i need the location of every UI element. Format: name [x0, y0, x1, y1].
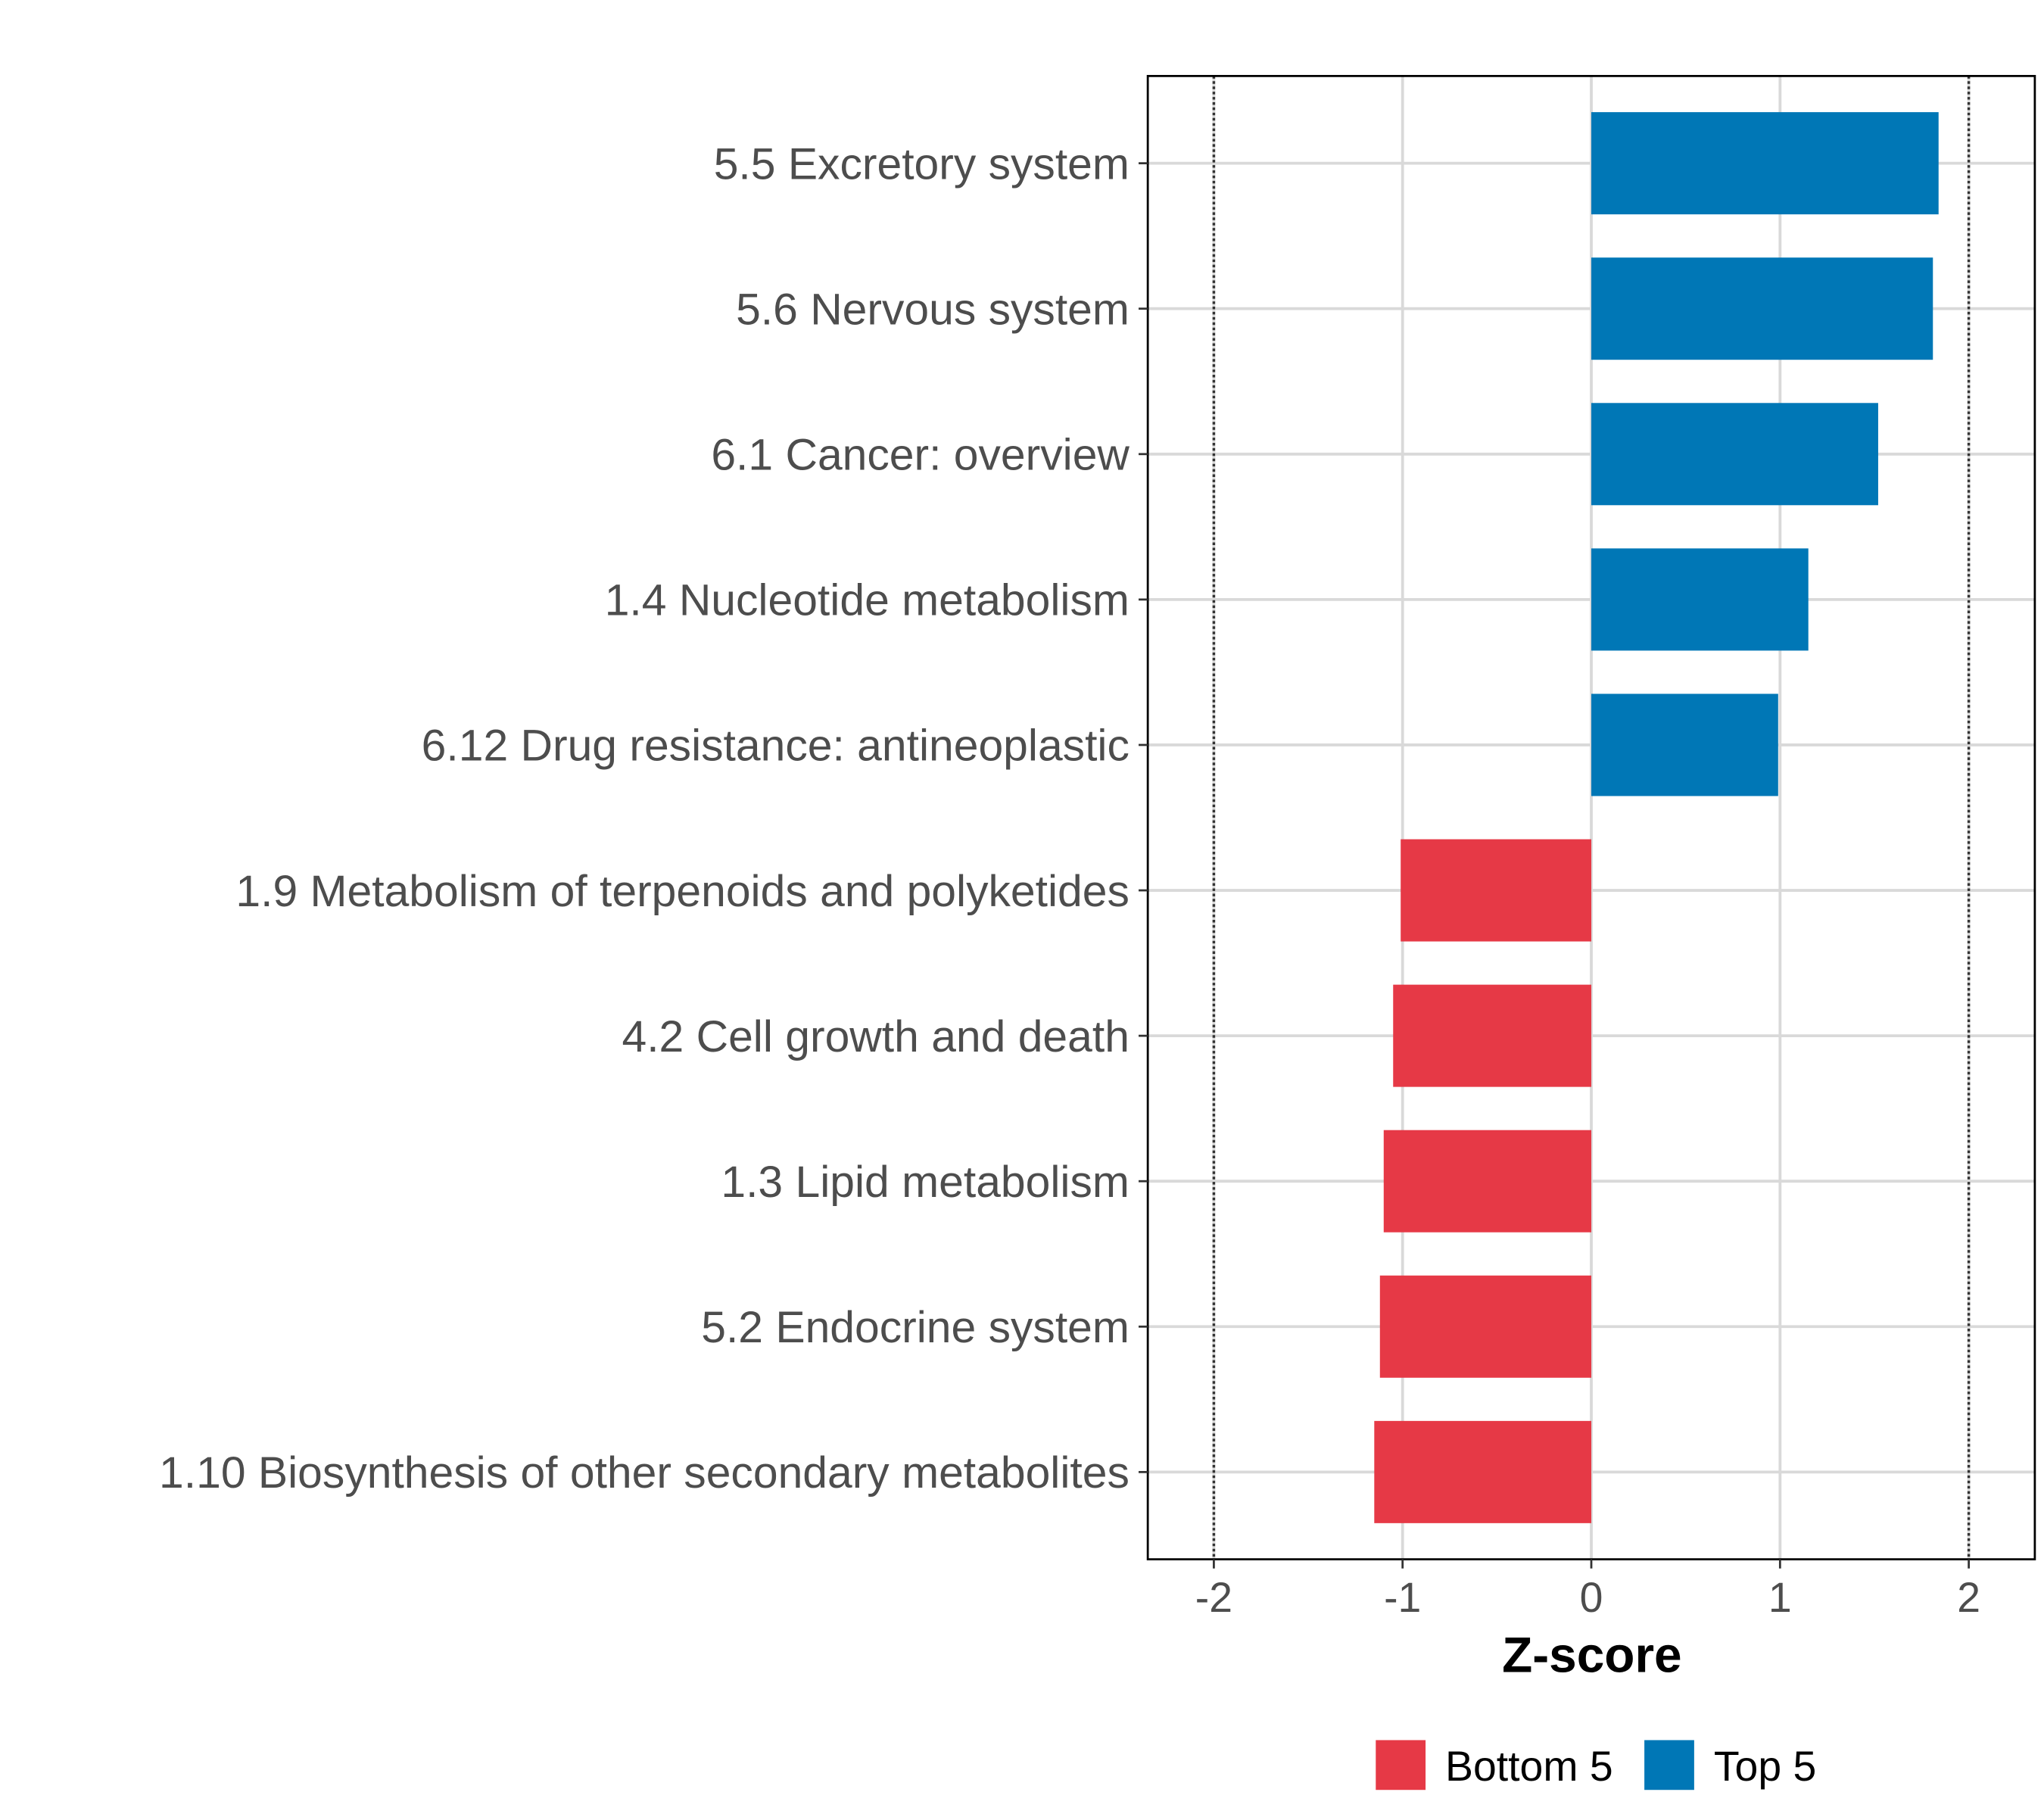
x-tick-label: 1 — [1768, 1574, 1792, 1621]
x-tick-label: -2 — [1195, 1574, 1232, 1621]
bar — [1591, 112, 1939, 215]
bar — [1591, 403, 1878, 506]
y-tick-label: 4.2 Cell growth and death — [622, 1012, 1129, 1061]
y-tick-label: 1.9 Metabolism of terpenoids and polyket… — [235, 867, 1129, 916]
bar — [1383, 1130, 1592, 1233]
legend-swatch-top-5 — [1644, 1740, 1694, 1791]
bar — [1591, 548, 1809, 651]
x-tick-label: 2 — [1957, 1574, 1980, 1621]
y-tick-label: 1.4 Nucleotide metabolism — [605, 576, 1129, 625]
legend-label-top-5: Top 5 — [1714, 1743, 1816, 1790]
bar — [1379, 1275, 1592, 1378]
y-tick-label: 5.6 Nervous system — [736, 285, 1129, 334]
bar — [1591, 693, 1778, 796]
x-axis-title: Z-score — [1502, 1626, 1682, 1682]
x-tick-label: -1 — [1384, 1574, 1421, 1621]
bar — [1374, 1420, 1592, 1523]
reference-lines — [1212, 76, 1971, 1560]
y-tick-label: 1.3 Lipid metabolism — [721, 1158, 1129, 1207]
bars — [1374, 112, 1939, 1523]
legend-label-bottom-5: Bottom 5 — [1445, 1743, 1613, 1790]
y-tick-label: 1.10 Biosynthesis of other secondary met… — [159, 1448, 1129, 1498]
legend-swatch-bottom-5 — [1376, 1740, 1426, 1791]
y-tick-label: 6.12 Drug resistance: antineoplastic — [422, 722, 1129, 771]
legend: Bottom 5 Top 5 — [1376, 1740, 1816, 1791]
y-axis-labels: 5.5 Excretory system 5.6 Nervous system 6.… — [159, 139, 1148, 1498]
y-tick-label: 6.1 Cancer: overview — [711, 431, 1129, 480]
x-tick-label: 0 — [1580, 1574, 1603, 1621]
bar — [1393, 984, 1592, 1087]
y-tick-label: 5.2 Endocrine system — [701, 1303, 1129, 1352]
x-axis-ticks: -2 -1 0 1 2 — [1195, 1559, 1980, 1621]
y-tick-label: 5.5 Excretory system — [714, 139, 1129, 189]
bar — [1591, 257, 1933, 360]
bar — [1401, 839, 1592, 942]
